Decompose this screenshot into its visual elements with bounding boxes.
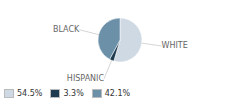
svg-text:HISPANIC: HISPANIC <box>67 74 105 83</box>
svg-text:WHITE: WHITE <box>162 41 188 50</box>
html-text:3.3%: 3.3% <box>63 89 84 98</box>
svg-text:BLACK: BLACK <box>53 25 80 34</box>
html-text:54.5%: 54.5% <box>17 89 43 98</box>
html-text:42.1%: 42.1% <box>104 89 131 98</box>
